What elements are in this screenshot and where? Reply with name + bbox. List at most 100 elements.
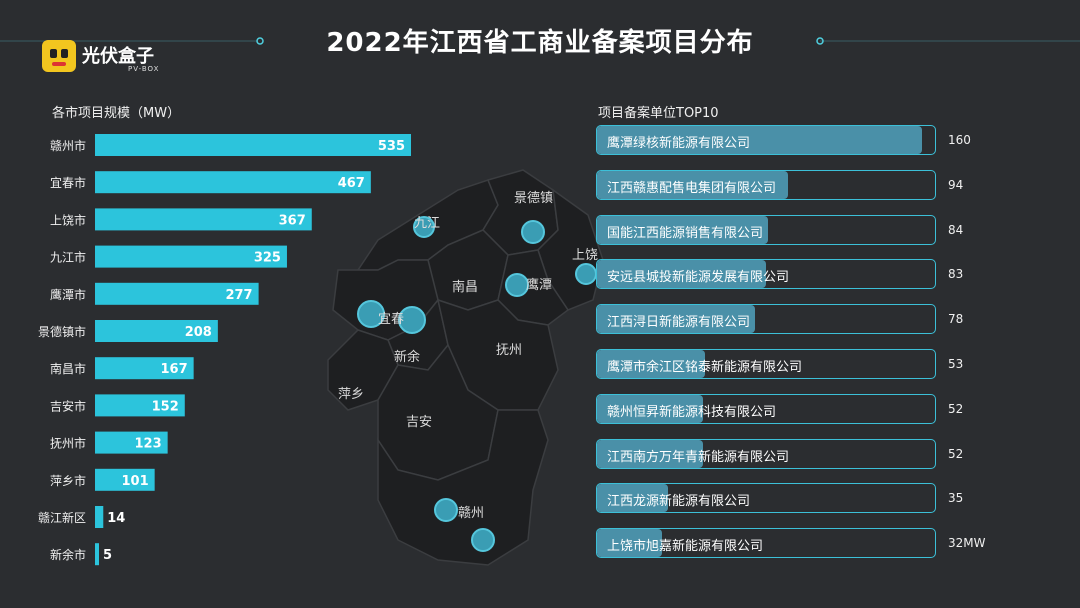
top-item-value: 84 <box>948 222 964 237</box>
bar-category-label: 宜春市 <box>50 175 86 190</box>
top-item-bar <box>597 484 669 513</box>
bar-value-label: 535 <box>378 139 405 154</box>
top-item-name: 鹰潭市余江区铭泰新能源有限公司 <box>607 360 803 375</box>
top-item-name: 江西龙源新能源有限公司 <box>607 494 751 510</box>
map-label: 赣州 <box>458 506 484 521</box>
bar <box>95 282 259 305</box>
top-item-value: 160 <box>948 133 971 147</box>
top-item-bar <box>597 215 768 244</box>
top-item: 鹰潭市余江区铭泰新能源有限公司 <box>596 349 936 379</box>
top-item-name: 江西赣惠配售电集团有限公司 <box>607 180 777 196</box>
bar <box>95 171 371 194</box>
top-item-name: 国能江西能源销售有限公司 <box>607 225 764 241</box>
bar <box>95 320 218 342</box>
logo: 光伏盒子 PV-BOX <box>42 40 172 76</box>
map-label: 萍乡 <box>338 387 364 402</box>
top-item-value: 94 <box>948 177 964 192</box>
logo-mascot-icon <box>42 40 76 72</box>
bar-category-label: 新余市 <box>50 547 86 562</box>
bar-category-label: 上饶市 <box>50 212 86 227</box>
map-label: 鹰潭 <box>526 277 552 293</box>
map-markers <box>357 216 597 552</box>
bar-value-label: 325 <box>254 251 281 266</box>
top-item-name: 江西浔日新能源有限公司 <box>607 315 751 331</box>
map-label: 南昌 <box>452 279 478 295</box>
top-item: 鹰潭绿核新能源有限公司 <box>596 125 936 155</box>
top-item: 江西浔日新能源有限公司 <box>596 304 936 335</box>
top-item-name: 鹰潭绿核新能源有限公司 <box>607 136 751 151</box>
top-item: 安远县城投新能源发展有限公司 <box>596 259 936 290</box>
top-item-bar <box>597 350 705 378</box>
bar-category-label: 吉安市 <box>50 398 86 413</box>
top-item-name: 江西南方万年青新能源有限公司 <box>607 449 790 465</box>
bar <box>95 394 185 417</box>
map-label: 上饶 <box>572 248 598 263</box>
bar <box>95 357 194 380</box>
map-label: 景德镇 <box>514 191 553 206</box>
top-item-value: 52 <box>948 401 964 416</box>
bar-value-label: 123 <box>135 437 162 452</box>
logo-subtext: PV-BOX <box>128 65 160 73</box>
top-item-bar <box>597 260 766 289</box>
top-item-name: 上饶市旭嘉新能源有限公司 <box>607 539 764 555</box>
bar-value-label: 14 <box>107 511 125 526</box>
top-item-value: 83 <box>948 267 964 282</box>
top-item: 江西南方万年青新能源有限公司 <box>596 438 936 469</box>
top-item: 江西赣惠配售电集团有限公司 <box>596 169 936 200</box>
bar-category-label: 九江市 <box>50 250 86 265</box>
logo-text: 光伏盒子 <box>82 46 154 67</box>
top-item-bar <box>597 305 756 334</box>
left-chart-title: 各市项目规模（MW） <box>52 106 181 121</box>
top-item-bar <box>597 394 703 423</box>
top-item: 上饶市旭嘉新能源有限公司 <box>596 528 936 559</box>
top-item-bar <box>597 529 662 558</box>
map-regions <box>327 169 604 566</box>
bar-value-label: 167 <box>160 362 187 377</box>
map-label: 新余 <box>394 349 420 365</box>
bar-category-label: 赣州市 <box>50 138 86 153</box>
top-item-value: 35 <box>948 491 964 506</box>
top-item-value: 78 <box>948 312 964 327</box>
bar <box>95 506 104 528</box>
top-item-name: 安远县城投新能源发展有限公司 <box>607 270 790 286</box>
bar <box>95 134 411 156</box>
bar-category-label: 南昌市 <box>50 361 86 376</box>
top-item-value: 53 <box>948 357 964 371</box>
map-label: 九江 <box>414 216 440 231</box>
map-label: 宜春 <box>378 312 404 327</box>
top-item-bar <box>597 126 922 154</box>
top-item-value: 32MW <box>948 536 986 551</box>
map-label: 抚州 <box>496 343 522 358</box>
bar-value-label: 467 <box>338 176 365 191</box>
top-item-name: 赣州恒昇新能源科技有限公司 <box>607 404 777 420</box>
bar <box>95 468 155 491</box>
bar-value-label: 5 <box>103 548 112 563</box>
page-title: 2022年江西省工商业备案项目分布 <box>326 28 754 58</box>
bar-category-label: 景德镇市 <box>38 324 86 339</box>
top-item-bar <box>597 170 788 199</box>
bar-category-label: 萍乡市 <box>50 473 86 488</box>
city-scale-bar-chart: 赣州市 535 宜春市 467 上饶市 367 九江市 325 鹰潭市 277 景德镇市 208 南昌市… <box>38 134 411 566</box>
top-item-value: 52 <box>948 446 964 461</box>
map-label: 吉安 <box>406 415 432 430</box>
bar <box>95 245 287 268</box>
bar <box>95 543 99 566</box>
bar-value-label: 277 <box>225 288 252 303</box>
region-ganzhou <box>377 409 549 566</box>
top-item: 江西龙源新能源有限公司 <box>596 483 936 514</box>
bar-category-label: 鹰潭市 <box>50 287 86 302</box>
bar-value-label: 152 <box>152 399 179 414</box>
bar-category-label: 赣江新区 <box>38 510 86 525</box>
right-chart-title: 项目备案单位TOP10 <box>598 106 719 121</box>
top-item: 国能江西能源销售有限公司 <box>596 214 936 245</box>
bar <box>95 431 168 454</box>
top-item-bar <box>597 439 703 468</box>
bar-value-label: 367 <box>279 213 306 228</box>
bar-category-label: 抚州市 <box>50 436 86 451</box>
bar <box>95 208 312 231</box>
bar-value-label: 101 <box>122 474 149 489</box>
top-item: 赣州恒昇新能源科技有限公司 <box>596 393 936 424</box>
bar-value-label: 208 <box>185 325 212 340</box>
